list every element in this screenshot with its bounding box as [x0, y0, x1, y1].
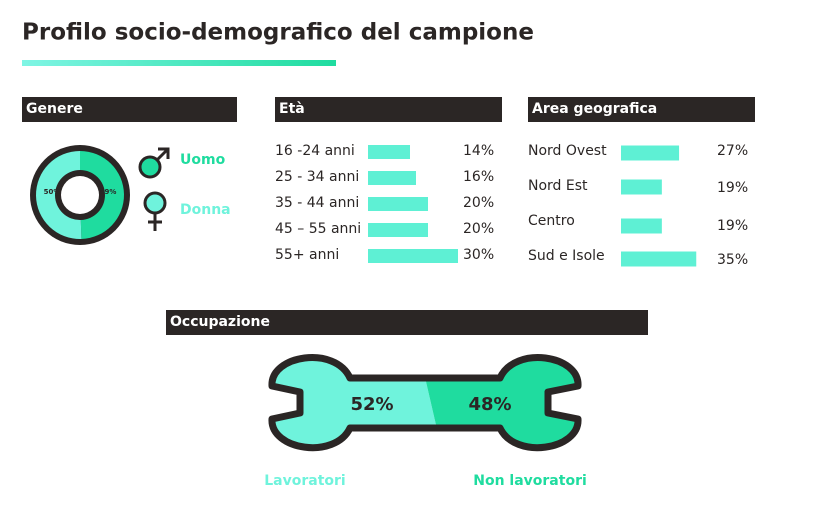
section-header: [22, 97, 237, 122]
section-header: [528, 97, 755, 122]
category-label: 45 – 55 anni: [275, 221, 361, 237]
female-icon: [143, 191, 167, 231]
page-title: Profilo socio-demografico del campione: [22, 20, 534, 46]
value-label: 20%: [463, 195, 494, 211]
bar: [621, 145, 680, 161]
male-icon: [138, 147, 170, 179]
bar: [368, 249, 458, 263]
legend-label: Donna: [180, 202, 231, 218]
bar: [368, 145, 410, 159]
value-label: 14%: [463, 143, 494, 159]
value-label: 27%: [717, 143, 748, 159]
bar: [368, 171, 416, 185]
data-label: 52%: [350, 394, 393, 415]
donut-segment: [80, 151, 125, 239]
title-underline: [22, 60, 336, 66]
data-label: 48%: [468, 394, 511, 415]
category-label: 25 - 34 anni: [275, 169, 359, 185]
bar: [621, 218, 662, 234]
legend-label: Lavoratori: [264, 473, 345, 489]
value-label: 19%: [717, 180, 748, 196]
section-title: Età: [279, 101, 305, 117]
donut-segment: [36, 151, 82, 239]
value-label: 19%: [717, 218, 748, 234]
wrench-outline: [268, 354, 582, 452]
data-label: 49%: [100, 188, 117, 196]
bar: [368, 223, 428, 237]
value-label: 30%: [463, 247, 494, 263]
category-label: 55+ anni: [275, 247, 339, 263]
legend-label: Uomo: [180, 152, 226, 168]
category-label: Nord Est: [528, 178, 588, 194]
category-label: Sud e Isole: [528, 248, 605, 264]
donut-hole: [61, 176, 99, 214]
section-header: [166, 310, 648, 335]
bar: [368, 197, 428, 211]
value-label: 16%: [463, 169, 494, 185]
section-title: Genere: [26, 101, 83, 117]
bar: [621, 179, 662, 195]
category-label: 16 -24 anni: [275, 143, 355, 159]
section-title: Area geografica: [532, 101, 657, 117]
data-label: 50%: [44, 188, 61, 196]
section-header: [275, 97, 502, 122]
category-label: 35 - 44 anni: [275, 195, 359, 211]
donut: [36, 151, 125, 239]
legend-label: Non lavoratori: [473, 473, 587, 489]
bar: [621, 251, 697, 267]
section-title: Occupazione: [170, 314, 270, 330]
value-label: 20%: [463, 221, 494, 237]
category-label: Centro: [528, 213, 575, 229]
category-label: Nord Ovest: [528, 143, 607, 159]
value-label: 35%: [717, 252, 748, 268]
